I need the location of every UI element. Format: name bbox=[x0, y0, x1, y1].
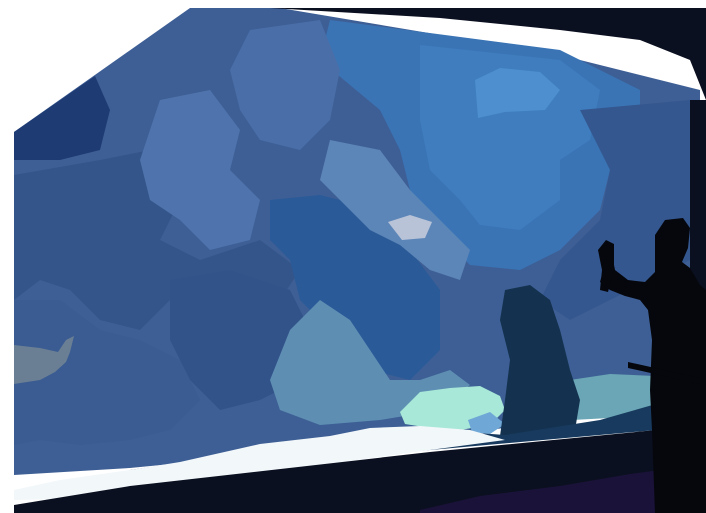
light-blob bbox=[388, 215, 432, 240]
sand-bed bbox=[14, 426, 505, 500]
water-light-swirl bbox=[320, 140, 470, 280]
railing bbox=[628, 362, 700, 384]
water-mid-band bbox=[230, 20, 340, 150]
window-frame-top bbox=[270, 8, 706, 100]
coral-blue-accent bbox=[468, 412, 505, 434]
phone-silhouette bbox=[598, 240, 614, 292]
coral-teal bbox=[570, 374, 655, 420]
water-lower-left bbox=[14, 300, 200, 445]
rock-column bbox=[500, 285, 580, 436]
floor bbox=[420, 470, 660, 513]
water-deep-swirl bbox=[270, 195, 440, 380]
fish-silhouette bbox=[14, 336, 74, 384]
person-silhouette bbox=[600, 218, 706, 513]
water-deep-corner bbox=[14, 76, 110, 160]
water-right bbox=[540, 100, 690, 320]
water-shoal-left bbox=[140, 90, 260, 250]
water-highlight bbox=[475, 68, 560, 118]
